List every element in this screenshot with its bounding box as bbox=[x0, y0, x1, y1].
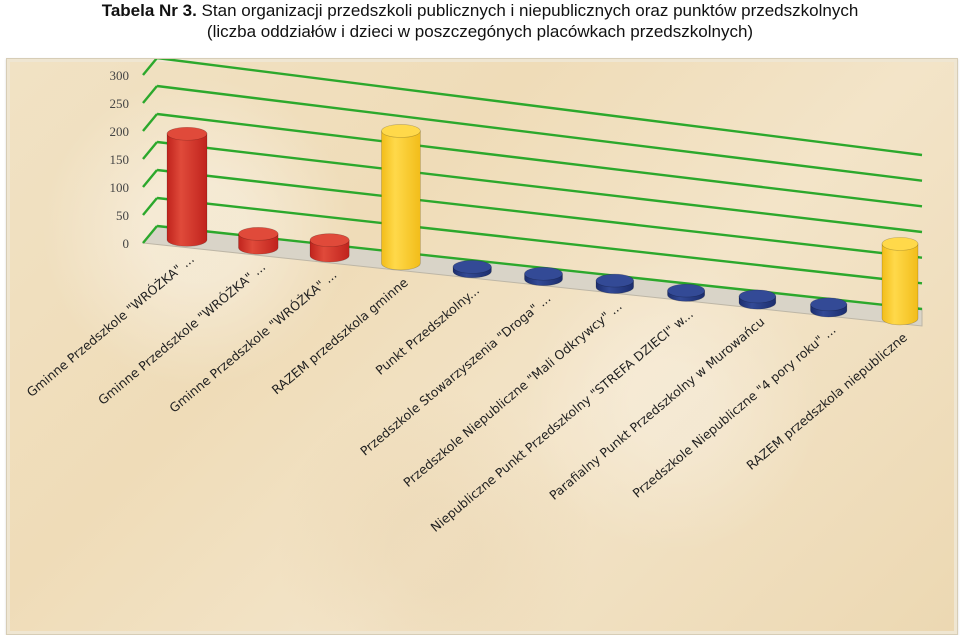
x-category-label: Niepubliczne Punkt Przedszkolny "STREFA … bbox=[428, 306, 696, 535]
gridline-side bbox=[142, 85, 158, 104]
x-category-label: RAZEM przedszkola gminne bbox=[269, 274, 411, 397]
bar-cap bbox=[238, 227, 279, 241]
gridline-side bbox=[142, 169, 158, 188]
bar bbox=[166, 126, 208, 247]
x-category-label: Gminne Przedszkole "WRÓŻKA" ... bbox=[166, 267, 339, 416]
bar bbox=[810, 297, 848, 318]
bar bbox=[667, 283, 706, 302]
bar-cap bbox=[738, 289, 777, 304]
y-tick-label: 0 bbox=[123, 236, 130, 251]
gridline bbox=[156, 59, 923, 157]
heading-line-2: (liczba oddziałów i dzieci w poszczegóny… bbox=[206, 22, 754, 41]
y-tick-label: 100 bbox=[110, 180, 130, 195]
heading-line-1: Tabela Nr 3. Stan organizacji przedszkol… bbox=[0, 0, 960, 21]
bar-cap bbox=[881, 237, 919, 251]
gridline bbox=[156, 84, 923, 182]
y-tick-label: 250 bbox=[110, 96, 130, 111]
bar-cap bbox=[309, 233, 350, 247]
bar bbox=[595, 273, 634, 294]
bar-body bbox=[166, 133, 208, 247]
gridline-side bbox=[142, 197, 158, 216]
bar-cap bbox=[166, 126, 208, 141]
gridline-side bbox=[142, 59, 158, 76]
x-category-label: RAZEM przedszkola niepubliczne bbox=[743, 330, 910, 473]
x-category-label: Gminne Przedszkole "WRÓŻKA" ... bbox=[95, 259, 268, 408]
bar-cap bbox=[810, 297, 848, 312]
bar-cap bbox=[452, 260, 492, 274]
bar bbox=[738, 289, 777, 310]
bar-cap bbox=[667, 283, 706, 298]
bar-cap bbox=[524, 266, 563, 281]
y-tick-label: 200 bbox=[110, 124, 130, 139]
bar-cap bbox=[381, 124, 421, 138]
chart-heading: Tabela Nr 3. Stan organizacji przedszkol… bbox=[0, 0, 960, 42]
gridline bbox=[156, 112, 923, 208]
bar-body bbox=[381, 130, 421, 271]
bar bbox=[524, 266, 563, 286]
gridline bbox=[156, 140, 923, 234]
bar bbox=[381, 124, 421, 271]
bar bbox=[881, 237, 919, 326]
gridline bbox=[156, 168, 923, 259]
gridline-side bbox=[142, 141, 158, 160]
bar bbox=[309, 233, 350, 263]
bar bbox=[452, 260, 492, 279]
bar bbox=[238, 227, 279, 255]
heading-title: Stan organizacji przedszkoli publicznych… bbox=[196, 1, 859, 20]
bar-body bbox=[881, 243, 919, 326]
heading-table-number: Tabela Nr 3. bbox=[101, 1, 197, 20]
bar-cap bbox=[595, 273, 634, 288]
gridline-side bbox=[142, 113, 158, 132]
gridline-side bbox=[142, 225, 158, 244]
gridline bbox=[156, 196, 923, 285]
y-tick-label: 50 bbox=[116, 208, 129, 223]
y-tick-label: 300 bbox=[110, 68, 130, 83]
chart-frame: 300 250 200 150 100 50 0 Gminne Przedszkole "WR… bbox=[6, 58, 958, 635]
x-category-label: Gminne Przedszkole "WRÓŻKA" ... bbox=[24, 251, 197, 400]
y-tick-label: 150 bbox=[110, 152, 130, 167]
